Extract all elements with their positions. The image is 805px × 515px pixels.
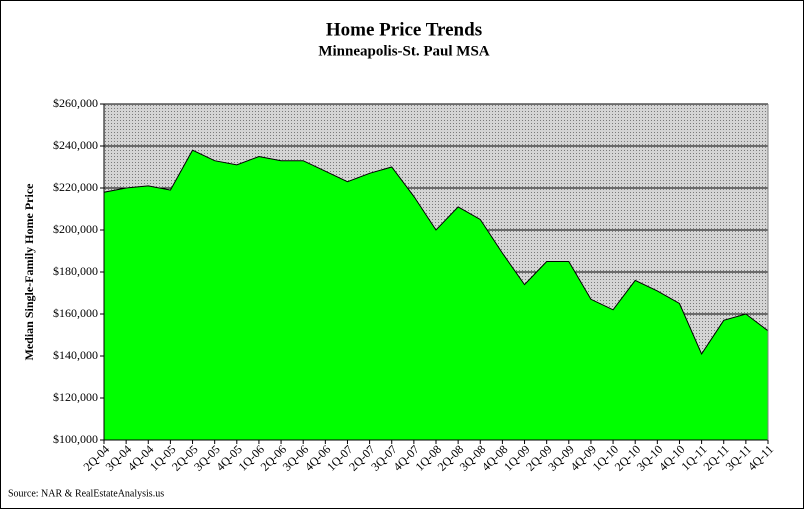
y-tick-label: $180,000 — [53, 264, 98, 278]
y-tick-label: $240,000 — [53, 138, 98, 152]
y-tick-label: $160,000 — [53, 306, 98, 320]
y-tick-label: $220,000 — [53, 180, 98, 194]
y-tick-label: $200,000 — [53, 222, 98, 236]
y-tick-label: $120,000 — [53, 390, 98, 404]
chart-subtitle: Minneapolis-St. Paul MSA — [318, 43, 489, 59]
y-axis-label: Median Single-Family Home Price — [22, 183, 36, 361]
y-tick-label: $140,000 — [53, 348, 98, 362]
area — [103, 149, 769, 441]
y-tick-label: $260,000 — [53, 96, 98, 110]
chart-title: Home Price Trends — [326, 19, 482, 40]
source: Source: NAR & RealEstateAnalysis.us — [8, 488, 164, 499]
y-tick-label: $100,000 — [53, 432, 98, 446]
